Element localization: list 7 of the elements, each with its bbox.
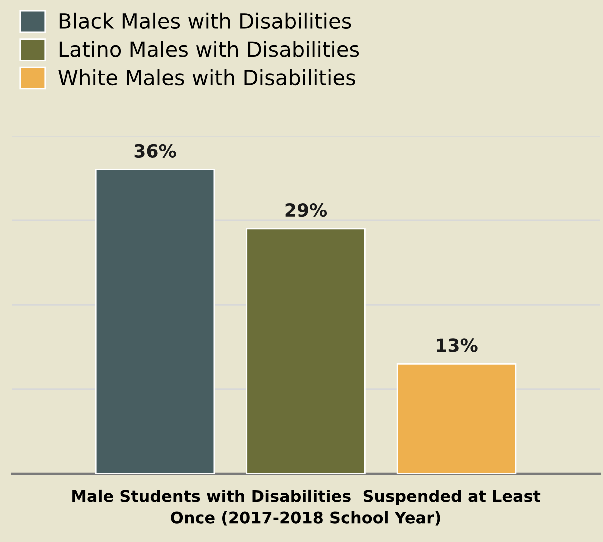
x-axis-title: Male Students with Disabilities Suspended at Least Once (2017-2018 School Year) <box>72 490 541 526</box>
legend-label: White Males with Disabilities <box>58 70 356 86</box>
data-label: 13% <box>437 338 478 352</box>
legend-label: Black Males with Disabilities <box>60 12 352 30</box>
data-label: 29% <box>286 203 328 218</box>
legend-label: Latino Males with Disabilities <box>60 41 360 58</box>
data-label: 36% <box>134 144 176 158</box>
